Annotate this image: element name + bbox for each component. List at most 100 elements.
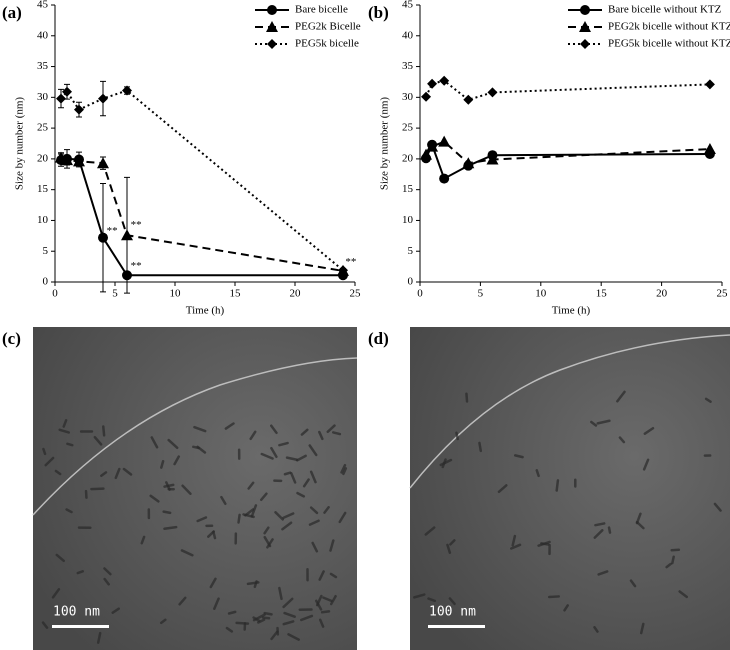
legend-label: PEG2k Bicelle: [295, 21, 361, 33]
particle: [593, 626, 599, 633]
annotation: **: [131, 260, 142, 272]
particle: [593, 529, 604, 539]
particle: [497, 484, 508, 494]
particle: [225, 626, 234, 633]
legend-marker: [579, 21, 591, 32]
y-tick-label: 0: [43, 276, 49, 288]
scale-bar: [428, 625, 485, 628]
particle: [93, 435, 103, 446]
particle: [329, 572, 338, 579]
particle: [308, 519, 320, 526]
particle: [122, 467, 133, 476]
panel-label: (a): [2, 3, 22, 22]
particle: [227, 610, 237, 615]
particles: [41, 390, 722, 644]
legend-marker: [267, 39, 277, 49]
particle: [220, 495, 227, 506]
y-tick-label: 25: [402, 122, 414, 134]
particle: [302, 478, 310, 488]
point: [438, 135, 451, 147]
point: [426, 140, 439, 152]
particle: [607, 526, 612, 534]
particle: [266, 538, 274, 549]
particle: [103, 567, 112, 576]
particle: [455, 431, 459, 441]
particle: [196, 516, 208, 523]
particle: [282, 620, 295, 626]
particle: [441, 458, 447, 469]
point: [439, 75, 450, 86]
particle: [535, 469, 540, 478]
x-tick-label: 10: [170, 288, 182, 300]
x-axis-label: Time (h): [186, 305, 225, 317]
point: [98, 232, 108, 243]
particle: [249, 430, 257, 441]
scale-bar: [52, 625, 109, 628]
x-tick-label: 20: [656, 288, 668, 300]
particle: [167, 438, 179, 450]
particle: [244, 508, 255, 517]
particle: [257, 618, 266, 624]
particle: [704, 397, 712, 403]
point: [73, 155, 85, 167]
y-tick-label: 35: [402, 60, 414, 72]
particle: [309, 470, 317, 484]
point: [74, 104, 84, 115]
particle: [295, 454, 307, 462]
legend-label: Bare bicelle: [295, 4, 348, 16]
particle: [449, 539, 456, 546]
legend-marker: [580, 39, 590, 49]
particle: [100, 471, 108, 478]
annotation: **: [131, 219, 142, 231]
point: [121, 229, 133, 241]
particle: [111, 607, 120, 614]
y-tick-label: 40: [37, 29, 49, 41]
particle: [296, 491, 306, 498]
particle: [247, 481, 255, 490]
particle: [618, 436, 626, 444]
y-tick-label: 20: [37, 152, 49, 164]
x-tick-label: 15: [596, 288, 608, 300]
point: [486, 153, 499, 165]
particle: [162, 510, 172, 515]
point: [61, 154, 73, 166]
particle: [300, 428, 309, 436]
x-tick-label: 10: [535, 288, 547, 300]
particle: [670, 548, 681, 552]
legend-label: PEG5k bicelle: [295, 38, 359, 50]
particle: [678, 590, 688, 599]
particle: [259, 492, 268, 502]
point: [122, 85, 132, 96]
carbon-edge: [32, 357, 358, 516]
y-tick-label: 20: [402, 152, 414, 164]
particle: [163, 525, 178, 530]
particle: [260, 452, 274, 460]
point: [703, 143, 716, 155]
point: [704, 79, 715, 90]
particle: [643, 426, 655, 435]
particle: [192, 445, 200, 450]
particle: [278, 441, 289, 447]
point: [62, 86, 72, 97]
particle: [114, 467, 121, 480]
particle: [213, 597, 220, 610]
point: [97, 157, 109, 169]
particle: [160, 460, 165, 469]
y-axis-label: Size by number (nm): [14, 97, 26, 191]
x-tick-label: 15: [230, 288, 242, 300]
particle: [261, 616, 271, 620]
particle: [594, 522, 606, 527]
scale-bar-label: 100 nm: [53, 605, 100, 620]
panel-label: (b): [368, 3, 389, 22]
particle: [629, 579, 637, 588]
particle: [342, 467, 348, 476]
particle: [332, 431, 342, 436]
particle: [181, 484, 192, 495]
particle: [96, 631, 102, 644]
legend-marker: [266, 21, 278, 32]
particle: [44, 456, 55, 467]
particle: [300, 614, 314, 622]
particle: [270, 446, 278, 459]
particle: [478, 441, 483, 453]
